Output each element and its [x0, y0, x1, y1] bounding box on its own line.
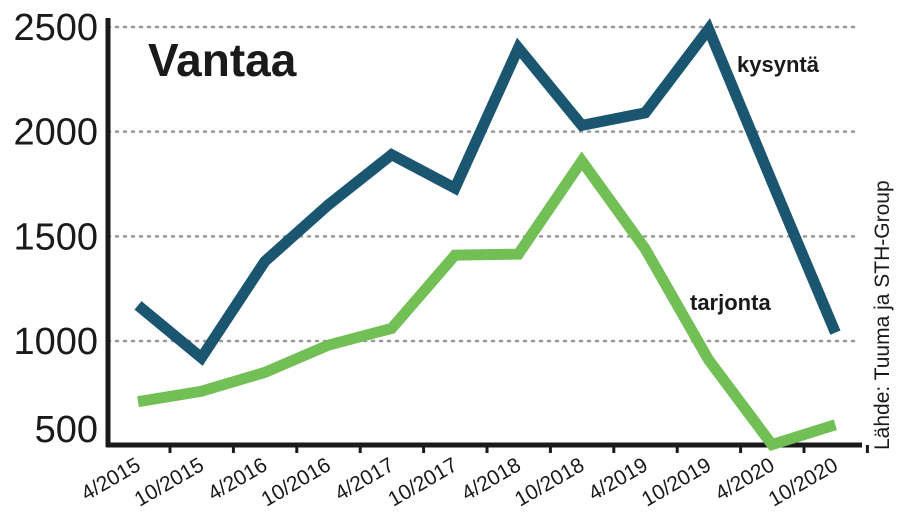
y-tick-labels: 500 1000 1500 2000 2500 — [13, 7, 98, 451]
y-tick-label: 1500 — [13, 216, 98, 258]
axes — [105, 18, 869, 453]
y-tick-label: 2500 — [13, 7, 98, 49]
series-lines — [134, 18, 841, 452]
y-tick-label: 2000 — [13, 112, 98, 154]
x-tick-label: 10/2020 — [765, 453, 842, 511]
x-tick-label: 10/2015 — [131, 453, 208, 511]
chart-title: Vantaa — [148, 34, 297, 86]
series-line-kysynta — [134, 18, 841, 366]
source-note: Lähde: Tuuma ja STH-Group — [871, 180, 894, 450]
series-label-kysynta: kysyntä — [737, 52, 820, 77]
x-tick-label: 10/2018 — [511, 453, 588, 511]
x-tick-label: 10/2016 — [257, 453, 334, 511]
x-tick-labels: 4/201510/20154/201610/20164/201710/20174… — [77, 453, 842, 511]
x-tick-label: 10/2017 — [384, 453, 461, 511]
series-line-tarjonta — [137, 151, 838, 452]
series-label-tarjonta: tarjonta — [690, 290, 771, 315]
y-tick-label: 500 — [35, 409, 98, 451]
x-tick-label: 10/2019 — [638, 453, 715, 511]
y-tick-label: 1000 — [13, 321, 98, 363]
